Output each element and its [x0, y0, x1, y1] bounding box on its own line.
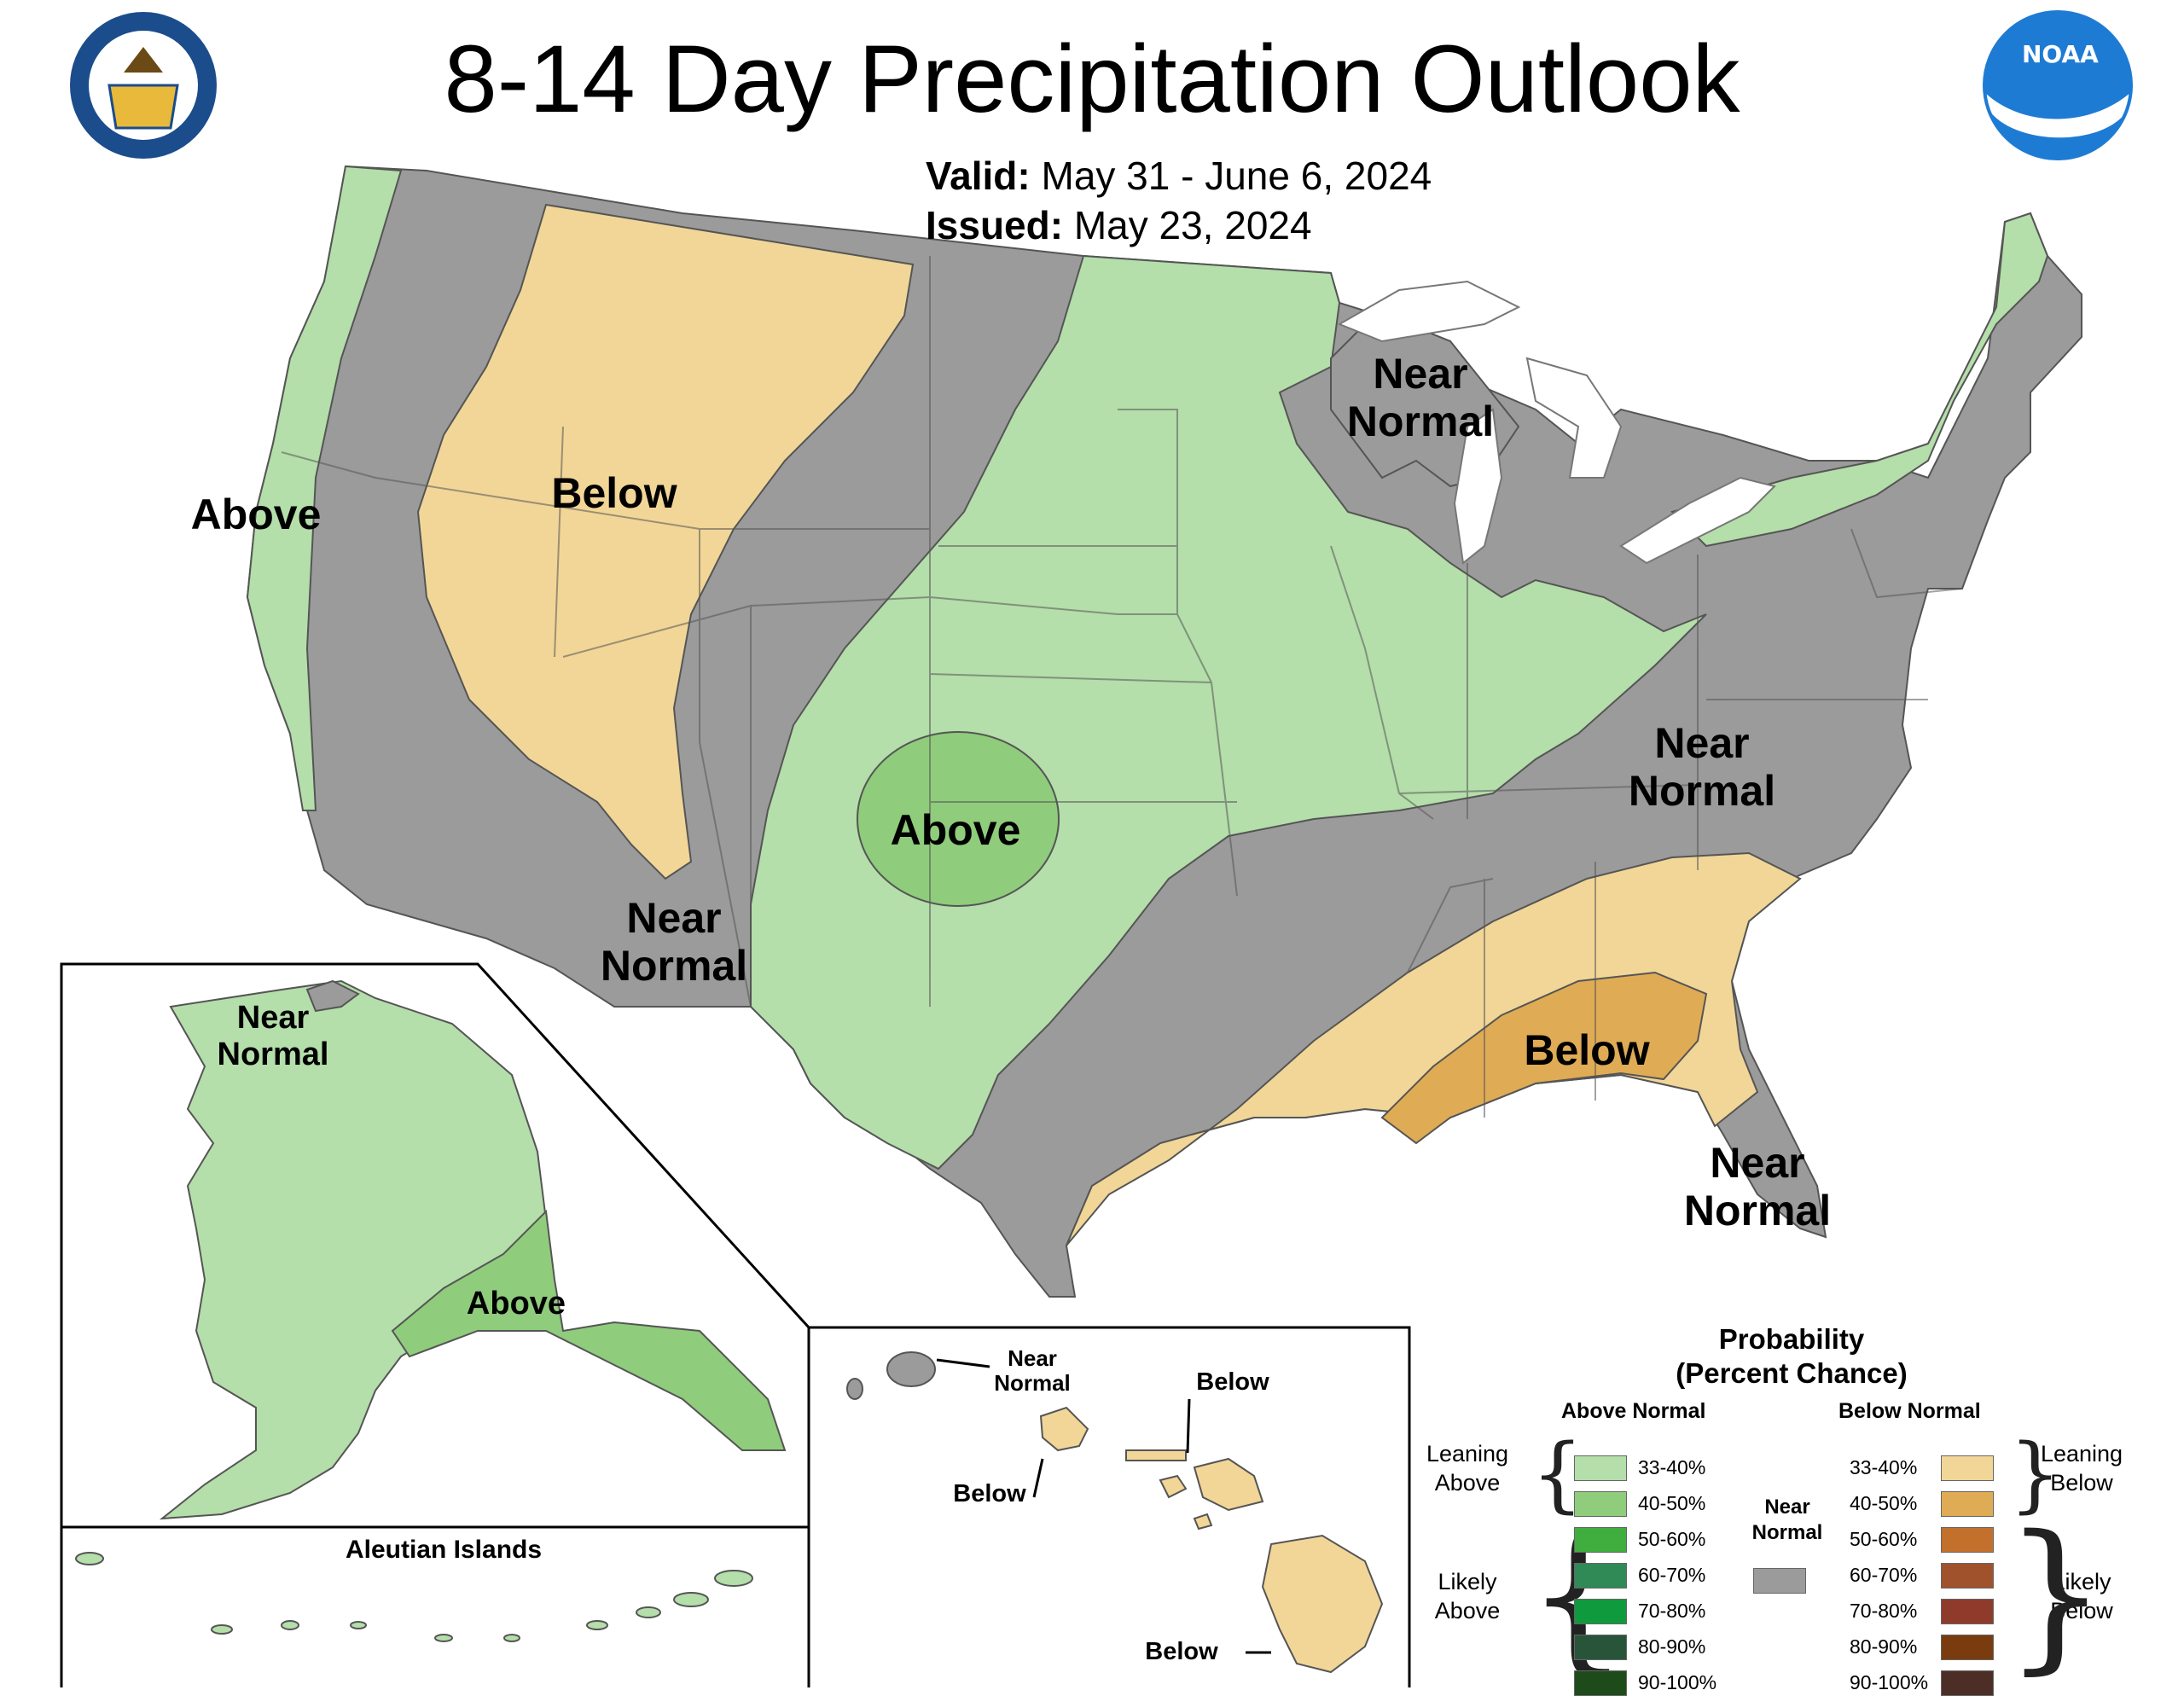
valid-value: May 31 - June 6, 2024 — [1041, 154, 1432, 198]
label-southwest: Near Normal — [600, 894, 748, 990]
below-swatch-6 — [1941, 1670, 1994, 1696]
below-bin-label-5: 80-90% — [1850, 1635, 1918, 1658]
page-title: 8-14 Day Precipitation Outlook — [444, 26, 1740, 132]
valid-line: Valid: May 31 - June 6, 2024 — [926, 152, 1432, 200]
below-swatch-4 — [1941, 1599, 1994, 1624]
commerce-seal-text: DEPARTMENT OF COMMERCE — [93, 461, 160, 479]
label-maui: Below — [1196, 1368, 1269, 1396]
below-swatch-3 — [1941, 1563, 1994, 1589]
legend-heading: Probability (Percent Chance) — [1676, 1323, 1908, 1389]
issued-line: Issued: May 23, 2024 — [926, 201, 1312, 249]
region-above-plains — [750, 254, 1707, 1170]
above-bin-label-2: 50-60% — [1638, 1528, 1706, 1550]
island-niihau — [846, 1378, 863, 1400]
island-kahoolawe — [1193, 1513, 1213, 1530]
legend-leaning-above: Leaning Above — [1426, 1441, 1509, 1496]
legend-likely-above: Likely Above — [1434, 1569, 1501, 1623]
issued-label: Issued: — [926, 203, 1064, 247]
below-bin-label-6: 90-100% — [1850, 1671, 1929, 1693]
lake-erie-ontario — [1619, 476, 1776, 565]
aleutian-islands — [75, 1552, 753, 1642]
below-bin-label-1: 40-50% — [1850, 1492, 1918, 1514]
below-swatch-5 — [1941, 1635, 1994, 1660]
island-big-island — [1261, 1534, 1384, 1674]
island-lanai — [1159, 1474, 1188, 1499]
above-bin-label-5: 80-90% — [1638, 1635, 1706, 1658]
label-west-coast: Above — [190, 491, 322, 538]
noaa-logo-text: NOAA — [2022, 40, 2099, 68]
aleutians-title: Aleutian Islands — [345, 1536, 543, 1564]
alaska-southeast-above — [391, 1209, 787, 1451]
label-great-basin: Below — [551, 469, 677, 517]
label-oahu: Below — [953, 1480, 1026, 1507]
legend-leaning-below: Leaning Below — [2040, 1441, 2123, 1496]
above-swatch-4 — [1574, 1599, 1627, 1624]
above-swatch-1 — [1574, 1491, 1627, 1517]
legend-below-heading: Below Normal — [1838, 1399, 1981, 1423]
below-bin-label-4: 70-80% — [1850, 1600, 1918, 1622]
above-swatch-3 — [1574, 1563, 1627, 1589]
brace-likely-below: } — [2004, 1501, 2107, 1689]
below-swatch-0 — [1941, 1455, 1994, 1481]
above-swatch-0 — [1574, 1455, 1627, 1481]
hawaii-leader-lines — [936, 1358, 1271, 1654]
island-oahu — [1039, 1406, 1089, 1452]
below-bin-label-3: 60-70% — [1850, 1564, 1918, 1586]
region-below-great-basin — [416, 203, 915, 880]
alaska-mainland — [159, 979, 547, 1520]
alaska-north-slope-near — [305, 979, 360, 1013]
island-maui — [1193, 1457, 1264, 1512]
region-below-40-50-gulf — [1380, 971, 1708, 1145]
noaa-logo — [1983, 10, 2133, 160]
region-above-40-50-plains — [857, 731, 1060, 907]
legend-above-heading: Above Normal — [1561, 1399, 1706, 1423]
above-bin-label-6: 90-100% — [1638, 1671, 1717, 1693]
lake-michigan — [1453, 408, 1503, 565]
commerce-seal — [70, 12, 217, 159]
label-alaska-southeast: Above — [466, 1286, 566, 1321]
region-above-west-coast — [246, 165, 403, 811]
above-bin-label-3: 60-70% — [1638, 1564, 1706, 1586]
label-gulf-coast: Below — [1524, 1026, 1650, 1074]
lake-huron — [1525, 357, 1623, 479]
legend-likely-below: Likely Below — [2050, 1569, 2113, 1623]
island-molokai — [1125, 1449, 1187, 1461]
label-kauai: Near Normal — [994, 1345, 1071, 1397]
below-bin-label-0: 33-40% — [1850, 1456, 1918, 1478]
below-bin-label-2: 50-60% — [1850, 1528, 1918, 1550]
above-swatch-5 — [1574, 1635, 1627, 1660]
valid-label: Valid: — [926, 154, 1031, 198]
above-bin-label-1: 40-50% — [1638, 1492, 1706, 1514]
brace-leaning-below: } — [2009, 1426, 2062, 1522]
state-boundaries — [281, 256, 1963, 1118]
above-swatch-6 — [1574, 1670, 1627, 1696]
above-swatch-2 — [1574, 1527, 1627, 1553]
island-kauai — [886, 1351, 936, 1387]
region-below-gulf — [1066, 851, 1802, 1246]
above-bin-label-4: 70-80% — [1638, 1600, 1706, 1622]
below-swatch-1 — [1941, 1491, 1994, 1517]
below-swatch-2 — [1941, 1527, 1994, 1553]
lake-superior — [1337, 280, 1521, 343]
legend-near-heading: Near Normal — [1751, 1496, 1823, 1544]
label-big-island: Below — [1145, 1638, 1218, 1665]
label-florida: Near Normal — [1683, 1139, 1832, 1234]
label-southern-plains: Above — [890, 806, 1021, 854]
above-bin-label-0: 33-40% — [1638, 1456, 1706, 1478]
label-alaska-north-slope: Near Normal — [217, 1000, 329, 1072]
hawaii-islands — [846, 1351, 1384, 1674]
label-great-lakes: Near Normal — [1346, 350, 1495, 445]
issued-value: May 23, 2024 — [1073, 203, 1312, 247]
legend-near-swatch — [1753, 1568, 1806, 1594]
label-mid-atlantic: Near Normal — [1628, 719, 1776, 815]
